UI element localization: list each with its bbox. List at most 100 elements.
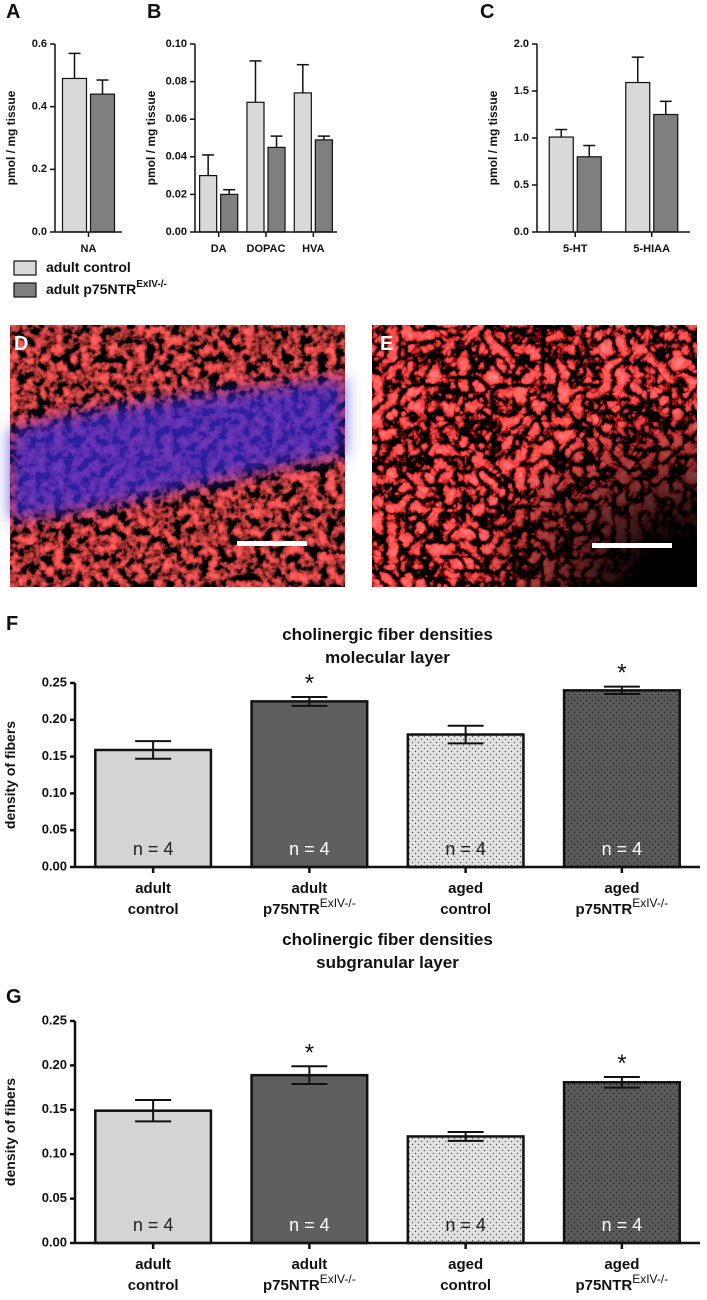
bar	[220, 193, 239, 233]
bar-annotation: n = 4	[133, 839, 174, 859]
chart-title: cholinergic fiber densities	[282, 625, 493, 644]
y-tick-label: 0.5	[514, 179, 529, 191]
x-tick-label: aged	[604, 1256, 639, 1273]
x-tick-label: p75NTRExIV-/-	[576, 896, 669, 918]
category-text: aged	[604, 880, 639, 897]
legend-label: adult p75NTRExIV-/-	[46, 279, 167, 297]
x-tick-label: DOPAC	[247, 243, 286, 255]
y-tick-label: 1.0	[514, 132, 529, 144]
legend-swatch	[13, 260, 37, 276]
y-tick-label: 0.10	[42, 1146, 67, 1161]
bar-annotation: n = 4	[445, 1215, 486, 1235]
chart-title: subgranular layer	[316, 953, 459, 972]
bar	[562, 689, 681, 869]
y-axis-label: density of fibers	[2, 1078, 18, 1186]
y-axis-label: pmol / mg tissue	[486, 90, 500, 185]
y-tick-label: 0.06	[166, 113, 187, 125]
category-text: adult	[291, 1256, 327, 1273]
x-tick-label: adult	[135, 880, 171, 897]
x-tick-label: 5-HT	[563, 243, 588, 255]
bar	[653, 113, 679, 233]
category-sup: ExIV-/-	[632, 896, 668, 910]
bar-annotation: n = 4	[445, 839, 486, 859]
x-tick-label: DA	[211, 243, 227, 255]
x-tick-label: 5-HIAA	[633, 243, 670, 255]
category-text: adult	[291, 880, 327, 897]
bar	[293, 92, 312, 233]
legend-swatch	[13, 282, 37, 298]
bar	[246, 101, 265, 233]
y-tick-label: 0.00	[42, 1234, 67, 1249]
y-tick-label: 0.20	[42, 1057, 67, 1072]
bar	[199, 175, 218, 233]
significance-marker: *	[305, 670, 314, 697]
x-tick-label: p75NTRExIV-/-	[263, 896, 356, 918]
category-sup: ExIV-/-	[320, 896, 356, 910]
y-tick-label: 0.0	[32, 226, 47, 238]
y-tick-label: 0.0	[514, 226, 529, 238]
x-tick-label: p75NTRExIV-/-	[263, 1272, 356, 1294]
bar-annotation: n = 4	[602, 839, 643, 859]
y-axis-label: pmol / mg tissue	[144, 90, 158, 185]
panel-label: F	[6, 613, 18, 635]
y-tick-label: 0.08	[166, 76, 187, 88]
category-text: adult	[135, 880, 171, 897]
bar	[576, 156, 602, 233]
x-tick-label: p75NTRExIV-/-	[576, 1272, 669, 1294]
bar-annotation: n = 4	[289, 1215, 330, 1235]
bar	[250, 1073, 369, 1245]
x-tick-label: NA	[81, 243, 97, 255]
bar	[267, 146, 286, 233]
y-tick-label: 1.5	[514, 85, 529, 97]
chart-title: cholinergic fiber densities	[282, 930, 493, 949]
y-tick-label: 0.00	[166, 226, 187, 238]
y-axis-label: pmol / mg tissue	[4, 90, 18, 185]
panel-label: B	[147, 1, 161, 23]
category-text: control	[128, 1277, 179, 1294]
category-text: p75NTR	[576, 1277, 633, 1294]
x-tick-label: adult	[135, 1256, 171, 1273]
y-tick-label: 0.10	[42, 785, 67, 800]
micrograph-e	[372, 325, 697, 587]
category-text: control	[440, 1277, 491, 1294]
category-text: p75NTR	[263, 1277, 320, 1294]
x-tick-label: adult	[291, 1256, 327, 1273]
bar	[61, 77, 88, 233]
micrograph-d	[10, 325, 345, 587]
x-tick-label: control	[128, 901, 179, 918]
bar-annotation: n = 4	[133, 1215, 174, 1235]
significance-marker: *	[617, 1050, 626, 1077]
y-tick-label: 0.04	[166, 151, 188, 163]
category-text: control	[128, 901, 179, 918]
bar	[625, 81, 651, 233]
chart-title: molecular layer	[325, 648, 450, 667]
x-tick-label: aged	[604, 880, 639, 897]
panel-label: C	[480, 1, 494, 23]
category-text: p75NTR	[576, 901, 633, 918]
y-tick-label: 0.4	[32, 101, 48, 113]
y-tick-label: 2.0	[514, 38, 529, 50]
bar	[94, 748, 213, 869]
legend-text: adult control	[46, 259, 131, 275]
panel-label: E	[380, 333, 393, 355]
y-tick-label: 0.02	[166, 188, 187, 200]
legend-sup: ExIV-/-	[136, 279, 167, 290]
x-tick-label: control	[440, 901, 491, 918]
y-tick-label: 0.25	[42, 1012, 67, 1027]
category-text: p75NTR	[263, 901, 320, 918]
category-text: aged	[448, 1256, 483, 1273]
panel-label: D	[14, 333, 28, 355]
category-text: adult	[135, 1256, 171, 1273]
y-tick-label: 0.10	[166, 38, 187, 50]
x-tick-label: aged	[448, 1256, 483, 1273]
bar	[406, 733, 525, 869]
panel-label: A	[6, 1, 20, 23]
y-tick-label: 0.05	[42, 822, 67, 837]
significance-marker: *	[617, 660, 626, 687]
y-tick-label: 0.20	[42, 711, 67, 726]
legend-text: adult p75NTR	[46, 281, 136, 297]
bar	[314, 139, 333, 233]
significance-marker: *	[305, 1039, 314, 1066]
y-tick-label: 0.15	[42, 748, 67, 763]
